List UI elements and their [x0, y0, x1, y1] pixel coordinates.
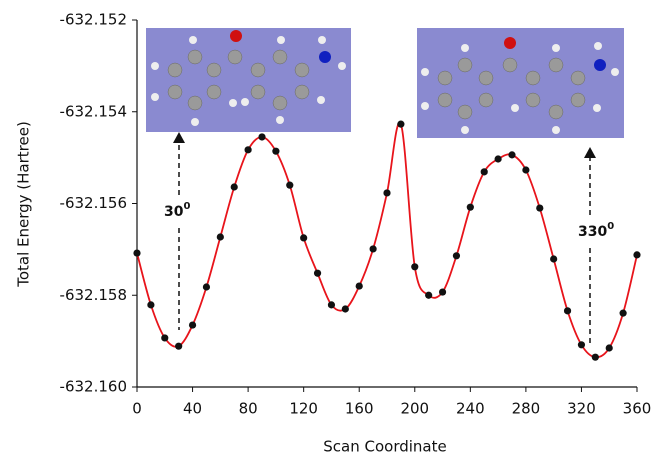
point	[300, 234, 307, 241]
point	[592, 354, 599, 361]
molecule-right	[417, 28, 624, 138]
point	[481, 168, 488, 175]
chart: 300 3300 Scan Coordinate Total Energy (H…	[0, 0, 653, 464]
point	[356, 282, 363, 289]
point	[217, 233, 224, 240]
x-tick-label: 280	[512, 400, 541, 418]
point	[425, 292, 432, 299]
point	[467, 204, 474, 211]
annotation-text: 30	[164, 204, 184, 220]
x-tick-label: 120	[289, 400, 318, 418]
curve	[137, 122, 637, 357]
point	[495, 155, 502, 162]
point	[606, 344, 613, 351]
x-tick-label: 320	[567, 400, 596, 418]
point	[258, 133, 265, 140]
point	[439, 288, 446, 295]
point	[383, 189, 390, 196]
point	[342, 305, 349, 312]
x-tick-label: 240	[456, 400, 485, 418]
point	[147, 301, 154, 308]
point	[370, 245, 377, 252]
point	[522, 166, 529, 173]
annotation-sup: 0	[183, 201, 190, 212]
x-tick-label: 160	[345, 400, 374, 418]
point	[453, 252, 460, 259]
point	[133, 249, 140, 256]
x-tick-label: 40	[183, 400, 202, 418]
y-tick-label: -632.156	[60, 194, 127, 212]
point	[411, 263, 418, 270]
molecule-left	[146, 28, 351, 132]
point	[161, 334, 168, 341]
point	[203, 283, 210, 290]
point	[550, 255, 557, 262]
x-tick-label: 80	[239, 400, 258, 418]
point	[578, 341, 585, 348]
point	[508, 151, 515, 158]
point	[272, 148, 279, 155]
x-tick-label: 360	[623, 400, 652, 418]
x-axis-label: Scan Coordinate	[323, 438, 446, 456]
annotation: 300	[164, 201, 190, 220]
y-tick-label: -632.160	[60, 378, 127, 396]
y-tick-label: -632.152	[60, 11, 127, 29]
annotation: 3300	[578, 221, 614, 240]
y-tick-label: -632.154	[60, 102, 127, 120]
point	[620, 310, 627, 317]
point	[175, 343, 182, 350]
annotation-arrow	[173, 132, 596, 345]
point	[231, 183, 238, 190]
point	[564, 307, 571, 314]
point	[397, 121, 404, 128]
point	[189, 321, 196, 328]
x-tick-label: 0	[132, 400, 142, 418]
point	[633, 251, 640, 258]
point	[328, 301, 335, 308]
annotation-text: 330	[578, 224, 607, 240]
point	[245, 146, 252, 153]
annotation-sup: 0	[607, 221, 614, 232]
x-tick-label: 200	[400, 400, 429, 418]
y-axis-label: Total Energy (Hartree)	[15, 121, 33, 288]
point	[314, 270, 321, 277]
y-tick-label: -632.158	[60, 286, 127, 304]
point	[536, 204, 543, 211]
point	[286, 182, 293, 189]
